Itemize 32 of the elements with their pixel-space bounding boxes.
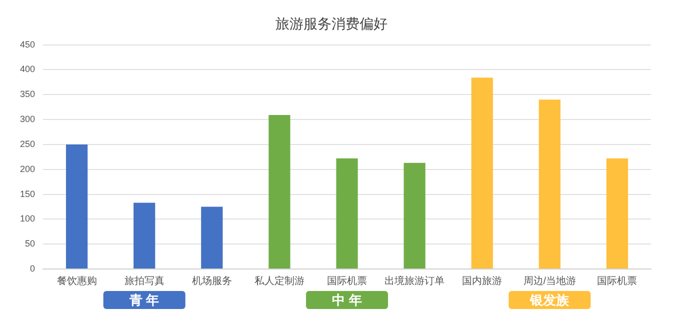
x-tick-label: 国际机票 [597, 274, 638, 287]
y-tick-label: 250 [20, 138, 36, 149]
y-tick-label: 100 [20, 214, 36, 224]
bar [268, 115, 290, 268]
bar [538, 100, 560, 268]
bar [471, 78, 493, 268]
y-tick-label: 400 [20, 64, 36, 74]
bar [66, 144, 88, 268]
x-tick-label: 餐饮惠购 [56, 274, 97, 287]
series-label: 银发族 [529, 292, 570, 308]
x-tick-label: 机场服务 [192, 274, 232, 287]
x-tick-label: 国内旅游 [462, 274, 502, 287]
y-tick-label: 200 [20, 164, 36, 174]
x-tick-label: 周边/当地游 [523, 274, 576, 287]
bar [606, 158, 628, 268]
x-tick-label: 旅拍写真 [124, 274, 164, 287]
bar [336, 158, 358, 268]
series-label: 青 年 [128, 292, 160, 308]
bar [134, 202, 156, 268]
y-tick-label: 50 [25, 238, 36, 249]
chart-title: 旅游服务消费偏好 [276, 15, 388, 32]
y-tick-label: 450 [20, 39, 36, 50]
y-tick-label: 0 [30, 263, 36, 274]
bar [404, 162, 426, 268]
x-tick-label: 出境旅游订单 [384, 274, 445, 287]
y-tick-label: 150 [20, 188, 36, 199]
y-tick-label: 350 [20, 89, 36, 100]
x-tick-label: 私人定制游 [254, 274, 304, 287]
x-tick-label: 国际机票 [327, 274, 368, 287]
y-tick-label: 300 [20, 114, 36, 124]
series-label: 中 年 [332, 292, 362, 308]
bar [201, 206, 223, 268]
